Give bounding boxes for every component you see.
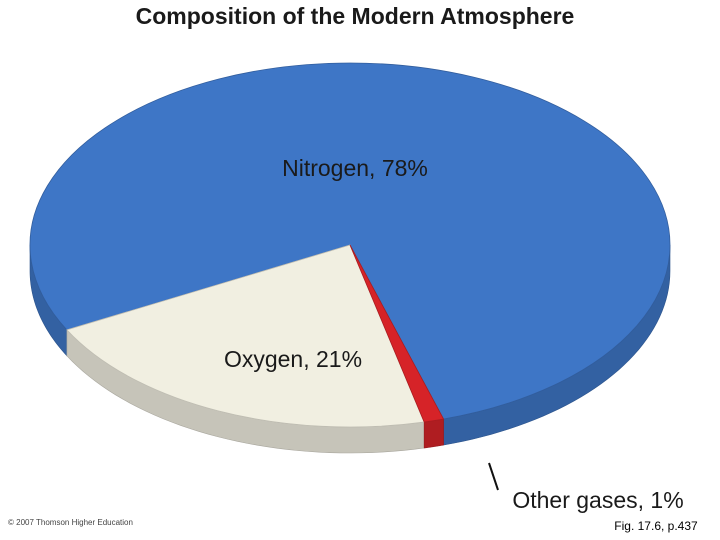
- figure-label: Fig. 17.6, p.437: [614, 519, 698, 533]
- data-label: Nitrogen, 78%: [282, 155, 428, 181]
- leader-line: [488, 462, 499, 491]
- pie-side: [423, 418, 444, 449]
- credit: © 2007 Thomson Higher Education: [8, 518, 133, 527]
- data-label: Other gases, 1%: [512, 487, 683, 513]
- pie: [29, 62, 671, 454]
- footer-band: [0, 518, 720, 540]
- pie-sides: [29, 244, 671, 454]
- pie-slice: [349, 244, 445, 423]
- chart-title: Composition of the Modern Atmosphere: [136, 3, 575, 29]
- pie-slice: [66, 244, 425, 428]
- pie-slice: [29, 62, 671, 420]
- data-label: Oxygen, 21%: [224, 346, 362, 372]
